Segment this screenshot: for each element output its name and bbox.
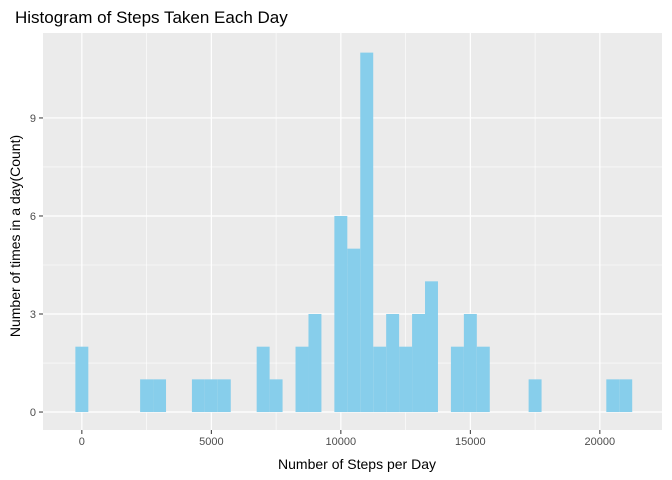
x-tick-label: 10000 <box>326 436 357 448</box>
y-tick-label: 6 <box>30 211 36 223</box>
histogram-bars <box>75 52 633 413</box>
y-axis-title: Number of times in a day(Count) <box>7 135 23 337</box>
y-axis-ticks: 0 3 6 9 <box>30 113 43 419</box>
x-tick-label: 5000 <box>199 436 223 448</box>
x-axis-ticks: 0 5000 10000 15000 20000 <box>79 430 615 448</box>
histogram-bar <box>191 379 205 413</box>
y-tick-label: 3 <box>30 309 36 321</box>
histogram-bar <box>412 314 426 413</box>
histogram-bar <box>334 215 348 413</box>
histogram-bar <box>463 314 477 413</box>
histogram-bar <box>204 379 218 413</box>
histogram-bar <box>386 314 400 413</box>
histogram-bar <box>217 379 231 413</box>
y-tick-label: 0 <box>30 407 36 419</box>
histogram-bar <box>153 379 167 413</box>
chart-title: Histogram of Steps Taken Each Day <box>15 8 288 27</box>
histogram-bar <box>619 379 633 413</box>
histogram-bar <box>606 379 620 413</box>
histogram-bar <box>476 346 490 413</box>
histogram-bar <box>75 346 89 413</box>
histogram-bar <box>347 248 361 413</box>
histogram-bar <box>425 281 438 413</box>
x-tick-label: 0 <box>79 436 85 448</box>
x-axis-title: Number of Steps per Day <box>278 456 436 472</box>
y-tick-label: 9 <box>30 113 36 125</box>
x-tick-label: 20000 <box>585 436 616 448</box>
histogram-bar <box>373 346 387 413</box>
histogram-bar <box>269 379 283 413</box>
histogram-bar <box>399 346 413 413</box>
histogram-bar <box>450 346 464 413</box>
histogram-bar <box>528 379 542 413</box>
x-tick-label: 15000 <box>455 436 486 448</box>
histogram-bar <box>360 52 374 413</box>
histogram-bar <box>295 346 309 413</box>
histogram-bar <box>140 379 154 413</box>
histogram-bar <box>308 314 322 413</box>
histogram-bar <box>256 346 270 413</box>
